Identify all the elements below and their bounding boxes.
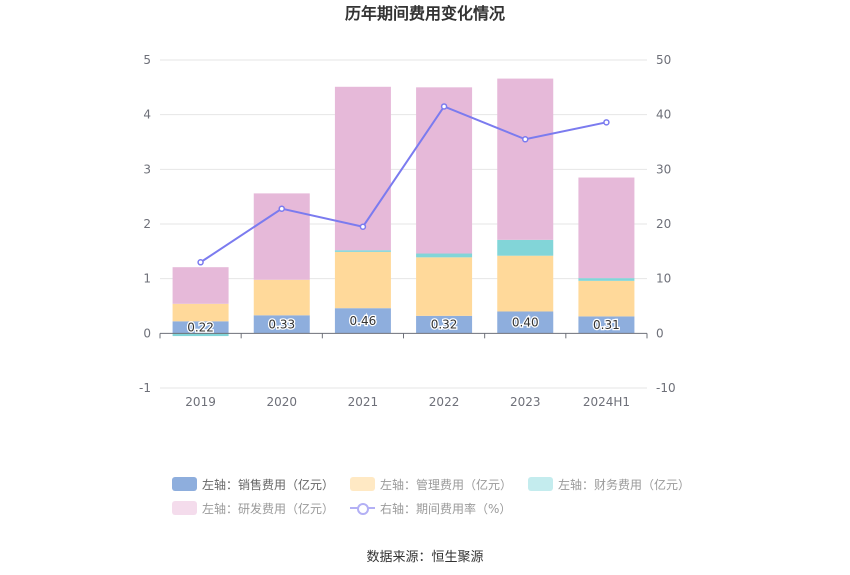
bar-value-label: 0.31	[593, 318, 620, 332]
bar-value-label: 0.22	[187, 320, 214, 334]
x-tick-label: 2021	[348, 395, 379, 409]
legend-swatch-rd	[172, 501, 197, 515]
legend-label-rd: 左轴：研发费用（亿元）	[202, 501, 335, 516]
bar-segment	[416, 257, 473, 316]
rate-point	[278, 205, 285, 212]
bar-segment	[253, 279, 310, 316]
bar-segment	[497, 255, 554, 312]
x-tick-label: 2020	[266, 395, 297, 409]
legend-label-admin: 左轴：管理费用（亿元）	[380, 477, 513, 492]
legend-swatch-finance	[528, 477, 554, 491]
legend-swatch-sales	[172, 477, 197, 491]
bar-labels: 0.22 0.33 0.46 0.32 0.40 0.31	[186, 313, 621, 336]
rate-point	[197, 259, 204, 266]
bar-segment	[172, 333, 229, 337]
legend-label-sales: 左轴：销售费用（亿元）	[202, 477, 335, 492]
bar-value-label: 0.46	[350, 314, 377, 328]
bar-segment	[497, 78, 554, 240]
bar-value-label: 0.33	[268, 317, 295, 331]
rate-line-path	[200, 105, 607, 264]
bar-segment	[334, 250, 391, 252]
legend-swatch-admin	[350, 477, 376, 491]
right-tick-label: 0	[656, 326, 664, 340]
bar-value-label: 0.40	[512, 315, 539, 329]
bar-segment	[334, 251, 391, 309]
bar-segment	[416, 87, 473, 254]
right-tick-label: -10	[656, 381, 676, 395]
right-axis-ticks: -10 0 10 20 30 40 50	[656, 53, 676, 395]
left-tick-label: 5	[143, 53, 151, 67]
legend-label-finance: 左轴：财务费用（亿元）	[558, 477, 691, 492]
legend: 左轴：销售费用（亿元） 左轴：管理费用（亿元） 左轴：财务费用（亿元） 左轴：研…	[172, 472, 692, 520]
legend-item-rate[interactable]: 右轴：期间费用率（%）	[350, 500, 511, 517]
rate-point	[603, 119, 610, 126]
bar-segment	[578, 280, 635, 317]
right-tick-label: 10	[656, 272, 671, 286]
bar-segment	[172, 321, 229, 334]
rate-point	[440, 103, 448, 110]
bar-segment	[172, 303, 229, 322]
chart-title: 历年期间费用变化情况	[345, 4, 505, 23]
right-tick-label: 40	[656, 108, 671, 122]
left-tick-label: 4	[143, 108, 151, 122]
rate-point	[522, 136, 529, 143]
x-axis: 2019 2020 2021 2022 2023 2024H1	[159, 332, 648, 409]
legend-item-finance[interactable]: 左轴：财务费用（亿元）	[528, 476, 690, 493]
x-tick-label: 2019	[185, 395, 216, 409]
bar-segment	[578, 177, 635, 279]
left-axis-ticks: -1 0 1 2 3 4 5	[139, 53, 151, 395]
data-source: 数据来源：恒生聚源	[366, 550, 484, 565]
left-tick-label: 3	[143, 162, 151, 176]
right-tick-label: 50	[656, 53, 671, 67]
legend-item-admin[interactable]: 左轴：管理费用（亿元）	[350, 476, 512, 493]
legend-item-rd[interactable]: 左轴：研发费用（亿元）	[172, 500, 334, 517]
bar-segment	[578, 278, 635, 281]
grid	[160, 59, 647, 389]
bar-segment	[578, 316, 635, 334]
bar-segment	[416, 253, 473, 258]
bar-segment	[497, 239, 554, 256]
left-tick-label: -1	[139, 381, 151, 395]
bar-segment	[497, 311, 554, 334]
legend-item-sales[interactable]: 左轴：销售费用（亿元）	[172, 476, 334, 493]
x-tick-label: 2024H1	[583, 395, 630, 409]
bar-segment	[253, 315, 310, 334]
rate-point	[359, 223, 367, 230]
left-tick-label: 2	[143, 217, 151, 231]
bar-segment	[416, 315, 473, 334]
legend-line-rate-icon	[350, 501, 376, 515]
bars	[172, 78, 635, 337]
bar-segment	[334, 308, 391, 334]
bar-segment	[172, 267, 229, 304]
right-tick-label: 20	[656, 217, 671, 231]
right-tick-label: 30	[656, 162, 671, 176]
bar-value-label: 0.32	[431, 318, 458, 332]
x-tick-label: 2023	[510, 395, 541, 409]
legend-label-rate: 右轴：期间费用率（%）	[380, 501, 512, 516]
left-tick-label: 0	[143, 326, 151, 340]
x-tick-label: 2022	[429, 395, 460, 409]
rate-line	[197, 103, 610, 266]
left-tick-label: 1	[143, 272, 151, 286]
